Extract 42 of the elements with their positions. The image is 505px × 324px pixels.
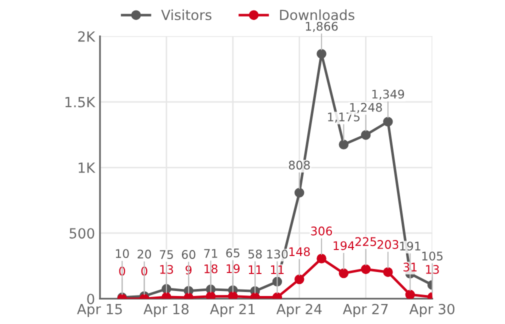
data-label: 18	[204, 264, 218, 274]
data-label: 191	[400, 242, 420, 251]
x-tick-label: Apr 18	[144, 304, 189, 318]
data-label: 130	[267, 250, 288, 259]
data-label: 11	[248, 265, 262, 274]
data-label: 11	[270, 265, 284, 274]
data-label: 203	[378, 240, 398, 249]
x-tick-label: Apr 24	[276, 304, 322, 318]
data-label: 0	[119, 266, 126, 276]
y-tick-label: 1.5K	[65, 97, 96, 108]
data-label: 105	[422, 252, 443, 261]
legend-label: Visitors	[161, 9, 212, 20]
legend-label: Downloads	[280, 9, 354, 20]
data-label: 1,349	[372, 90, 404, 100]
data-label: 20	[138, 250, 152, 259]
y-tick-label: 500	[70, 228, 94, 239]
data-label: 19	[226, 264, 240, 274]
y-tick-label: 0	[87, 294, 94, 304]
data-label: 75	[160, 250, 173, 260]
data-label: 1,866	[306, 22, 338, 32]
data-label: 194	[334, 241, 354, 250]
data-label: 71	[204, 249, 218, 258]
data-label: 808	[288, 160, 310, 170]
data-label: 65	[226, 248, 240, 258]
y-tick-label: 2K	[78, 31, 96, 42]
data-label: 10	[116, 249, 129, 258]
x-tick-label: Apr 15	[77, 304, 122, 318]
data-label: 0	[141, 266, 148, 276]
data-label: 13	[426, 264, 439, 274]
data-label: 1,248	[350, 102, 382, 114]
x-tick-label: Apr 30	[409, 304, 454, 318]
data-label: 58	[248, 250, 262, 259]
y-tick-label: 1K	[78, 162, 96, 173]
data-label: 306	[311, 226, 332, 236]
data-label: 148	[289, 247, 310, 256]
data-label: 1,175	[328, 112, 360, 123]
x-tick-label: Apr 21	[210, 304, 255, 318]
x-tick-label: Apr 27	[342, 304, 388, 318]
data-label: 225	[355, 237, 376, 246]
data-label: 13	[160, 264, 174, 274]
data-label: 31	[404, 262, 417, 272]
data-label: 60	[182, 250, 196, 259]
